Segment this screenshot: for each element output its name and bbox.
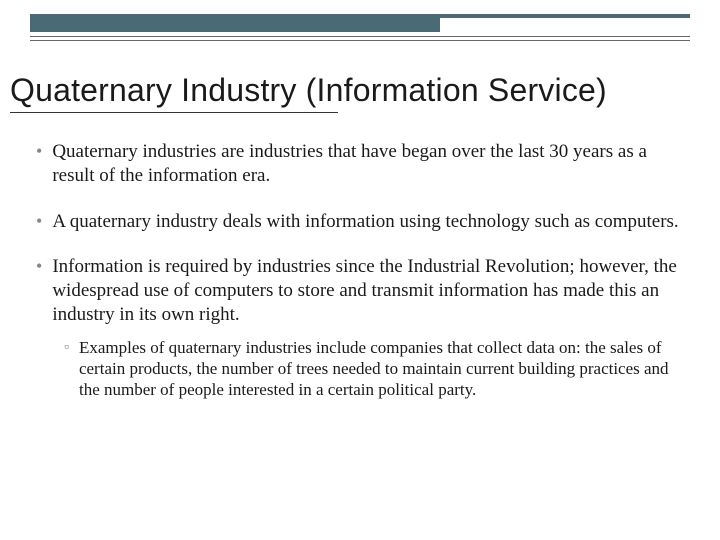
header-line-2 <box>30 40 690 41</box>
header-line-1 <box>30 36 690 37</box>
bullet-item: • Quaternary industries are industries t… <box>36 140 684 188</box>
sub-bullet-item: ▫ Examples of quaternary industries incl… <box>64 337 684 401</box>
sub-bullet-icon: ▫ <box>64 339 69 401</box>
bullet-icon: • <box>36 210 42 234</box>
header-bar-thick <box>30 14 440 32</box>
bullet-text: Quaternary industries are industries tha… <box>52 140 684 188</box>
title-underline <box>10 112 338 113</box>
sub-bullet-text: Examples of quaternary industries includ… <box>79 337 684 401</box>
bullet-text: Information is required by industries si… <box>52 255 684 326</box>
slide-container: Quaternary Industry (Information Service… <box>0 0 720 540</box>
slide-title: Quaternary Industry (Information Service… <box>10 72 607 109</box>
header-bar-top <box>30 14 690 32</box>
bullet-item: • Information is required by industries … <box>36 255 684 326</box>
bullet-item: • A quaternary industry deals with infor… <box>36 210 684 234</box>
slide-content: • Quaternary industries are industries t… <box>36 140 684 400</box>
header-bar-thin <box>440 14 690 18</box>
bullet-text: A quaternary industry deals with informa… <box>52 210 684 234</box>
bullet-icon: • <box>36 255 42 326</box>
header-decoration <box>0 0 720 48</box>
bullet-icon: • <box>36 140 42 188</box>
